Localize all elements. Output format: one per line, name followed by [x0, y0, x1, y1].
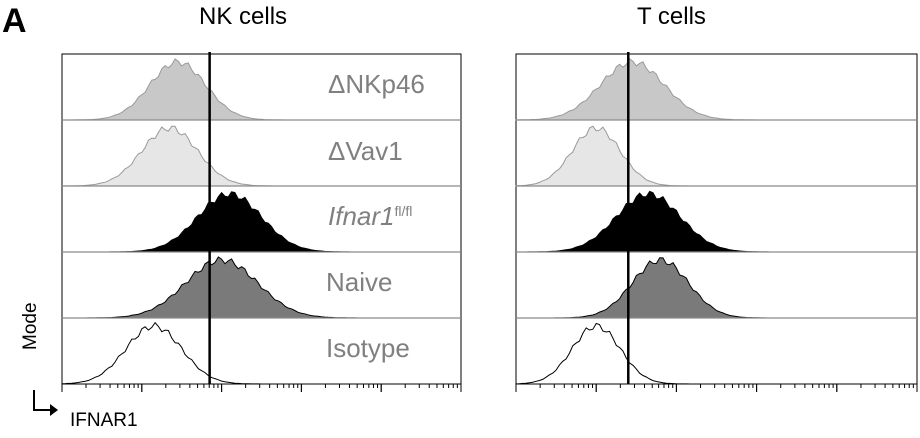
row-label-dnkp46: ΔNKp46 — [328, 69, 425, 99]
row-label-naive: Naive — [326, 267, 393, 297]
histogram-4 — [515, 322, 917, 385]
histogram-4 — [61, 321, 461, 385]
row-label-dvav1: ΔVav1 — [328, 136, 403, 166]
panel-1 — [515, 52, 918, 392]
histogram-0 — [515, 58, 917, 121]
row-label-ifnar1-main: Ifnar1 — [328, 201, 395, 231]
nk-panel-title: NK cells — [199, 3, 288, 30]
row-label-ifnar1-superscript: fl/fl — [394, 203, 413, 219]
y-axis-label: Mode — [20, 302, 41, 350]
x-axis-label: IFNAR1 — [70, 410, 138, 431]
panel-letter: A — [2, 2, 27, 40]
panel-0 — [61, 52, 462, 392]
row-label-isotype: Isotype — [326, 333, 410, 363]
row-label-ifnar1: Ifnar1fl/fl — [328, 201, 412, 232]
t-panel-title: T cells — [637, 3, 706, 30]
histogram-1 — [515, 125, 917, 187]
histogram-3 — [62, 256, 461, 319]
histogram-2 — [516, 190, 917, 253]
panel-frame — [515, 53, 918, 385]
histogram-3 — [516, 257, 917, 319]
axis-arrow-icon — [33, 390, 58, 416]
